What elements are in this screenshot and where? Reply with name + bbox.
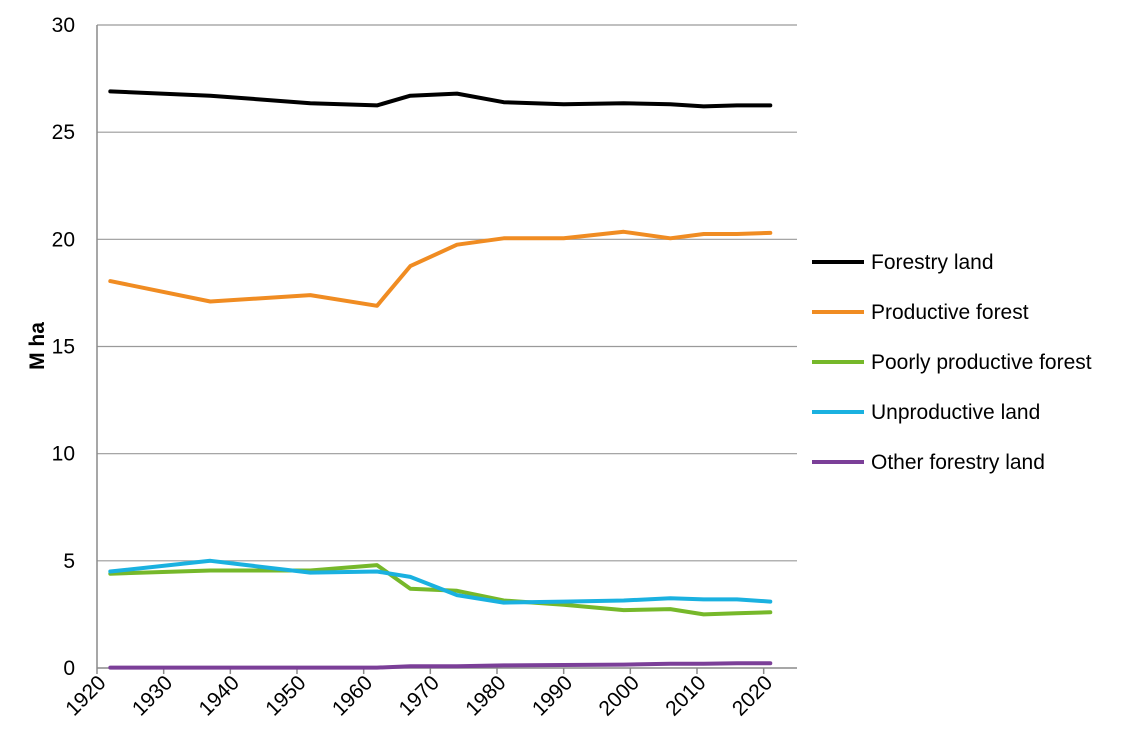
x-tick-label: 1940 <box>195 671 244 720</box>
x-tick-label: 1990 <box>528 671 577 720</box>
legend-label-unproductive-land: Unproductive land <box>871 401 1040 424</box>
legend-label-other-forestry-land: Other forestry land <box>871 451 1045 474</box>
legend-label-productive-forest: Productive forest <box>871 301 1029 324</box>
gridlines <box>97 24 797 562</box>
x-tick-label: 1950 <box>261 671 310 720</box>
x-tick-label: 2000 <box>595 671 644 720</box>
series-line-productive-forest <box>108 229 773 308</box>
x-tick-label: 2010 <box>661 671 710 720</box>
series-line-poorly-productive-forest <box>108 563 773 617</box>
series-line-unproductive-land <box>108 558 773 605</box>
x-tick-label: 2020 <box>728 671 777 720</box>
y-tick-label: 30 <box>52 14 75 37</box>
x-tick-label: 1970 <box>395 671 444 720</box>
legend: Forestry land Productive forest Poorly pro… <box>812 251 1092 474</box>
series-line-other-forestry-land <box>108 661 773 670</box>
x-tick-label: 1930 <box>128 671 177 720</box>
y-tick-label: 10 <box>52 443 75 466</box>
y-tick-label: 5 <box>63 550 75 573</box>
x-tick-label: 1980 <box>461 671 510 720</box>
legend-label-poorly-productive-forest: Poorly productive forest <box>871 351 1092 374</box>
series-line-forestry-land <box>108 89 773 109</box>
series-lines <box>108 89 773 670</box>
y-tick-label: 20 <box>52 228 75 251</box>
legend-label-forestry-land: Forestry land <box>871 251 994 274</box>
y-tick-label: 15 <box>52 336 75 359</box>
x-tick-label: 1960 <box>328 671 377 720</box>
y-tick-label: 25 <box>52 121 75 144</box>
y-tick-label: 0 <box>63 657 75 680</box>
y-axis-title: M ha <box>26 322 49 370</box>
